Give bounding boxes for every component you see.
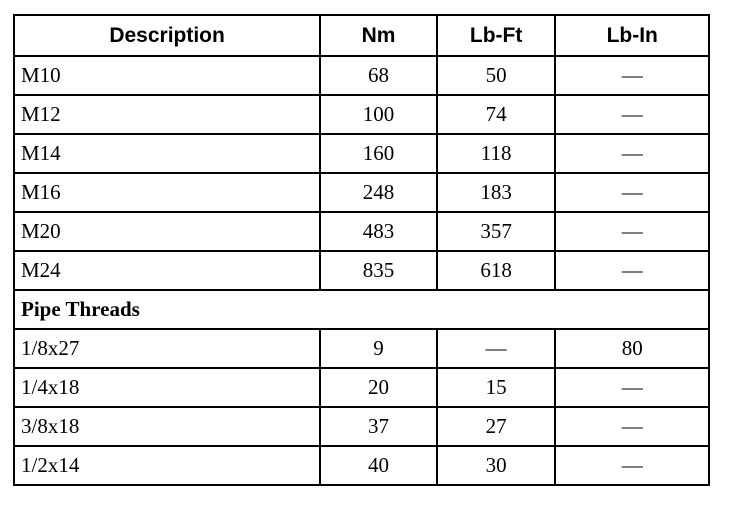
table-row: M10 68 50— (12, 55, 710, 96)
cell-description: 1/8x27 (12, 328, 322, 369)
cell-lb-ft: 15 (435, 367, 557, 408)
cell-nm: 248 (319, 172, 438, 213)
table-row: 1/2x14 40 30— (12, 445, 710, 486)
cell-lb-ft: 74 (435, 94, 557, 135)
cell-nm: 835 (319, 250, 438, 291)
table-row: M24 835 618— (12, 250, 710, 291)
cell-lb-in: — (554, 250, 710, 291)
header-row: Description Nm Lb-Ft Lb-In (12, 14, 710, 57)
cell-description: M16 (12, 172, 322, 213)
cell-lb-ft: — (435, 328, 557, 369)
cell-lb-in: — (554, 445, 710, 486)
table-row: M12 100 74— (12, 94, 710, 135)
cell-lb-in: — (554, 172, 710, 213)
cell-nm: 20 (319, 367, 438, 408)
cell-lb-ft: 118 (435, 133, 557, 174)
cell-nm: 483 (319, 211, 438, 252)
header-description: Description (12, 14, 322, 57)
table-row: M20 483 357— (12, 211, 710, 252)
cell-nm: 68 (319, 55, 438, 96)
cell-description: M10 (12, 55, 322, 96)
cell-lb-ft: 357 (435, 211, 557, 252)
cell-lb-in: — (554, 55, 710, 96)
cell-nm: 37 (319, 406, 438, 447)
cell-lb-ft: 618 (435, 250, 557, 291)
cell-lb-ft: 50 (435, 55, 557, 96)
cell-lb-in: 80 (554, 328, 710, 369)
header-lb-in: Lb-In (554, 14, 710, 57)
cell-description: M12 (12, 94, 322, 135)
table-row: 3/8x18 37 27— (12, 406, 710, 447)
table-row: 1/8x27 9—80 (12, 328, 710, 369)
cell-description: 1/2x14 (12, 445, 322, 486)
cell-description: M20 (12, 211, 322, 252)
cell-description: M24 (12, 250, 322, 291)
header-lb-ft: Lb-Ft (435, 14, 557, 57)
section-title: Pipe Threads (13, 289, 710, 330)
table-row: 1/4x18 20 15— (12, 367, 710, 408)
cell-description: M14 (12, 133, 322, 174)
cell-lb-ft: 27 (435, 406, 557, 447)
header-nm: Nm (319, 14, 438, 57)
cell-nm: 40 (319, 445, 438, 486)
cell-lb-in: — (554, 406, 710, 447)
torque-table: Description Nm Lb-Ft Lb-In M10 68 50— M12 10… (12, 14, 710, 486)
cell-description: 1/4x18 (12, 367, 322, 408)
cell-lb-in: — (554, 94, 710, 135)
cell-nm: 9 (319, 328, 438, 369)
table-row: M16 248 183— (12, 172, 710, 213)
cell-lb-ft: 183 (435, 172, 557, 213)
table-row: M14 160 118— (12, 133, 710, 174)
cell-lb-in: — (554, 133, 710, 174)
cell-description: 3/8x18 (12, 406, 322, 447)
cell-lb-in: — (554, 367, 710, 408)
cell-nm: 100 (319, 94, 438, 135)
section-row: Pipe Threads (13, 289, 710, 330)
cell-lb-in: — (554, 211, 710, 252)
cell-nm: 160 (319, 133, 438, 174)
cell-lb-ft: 30 (435, 445, 557, 486)
